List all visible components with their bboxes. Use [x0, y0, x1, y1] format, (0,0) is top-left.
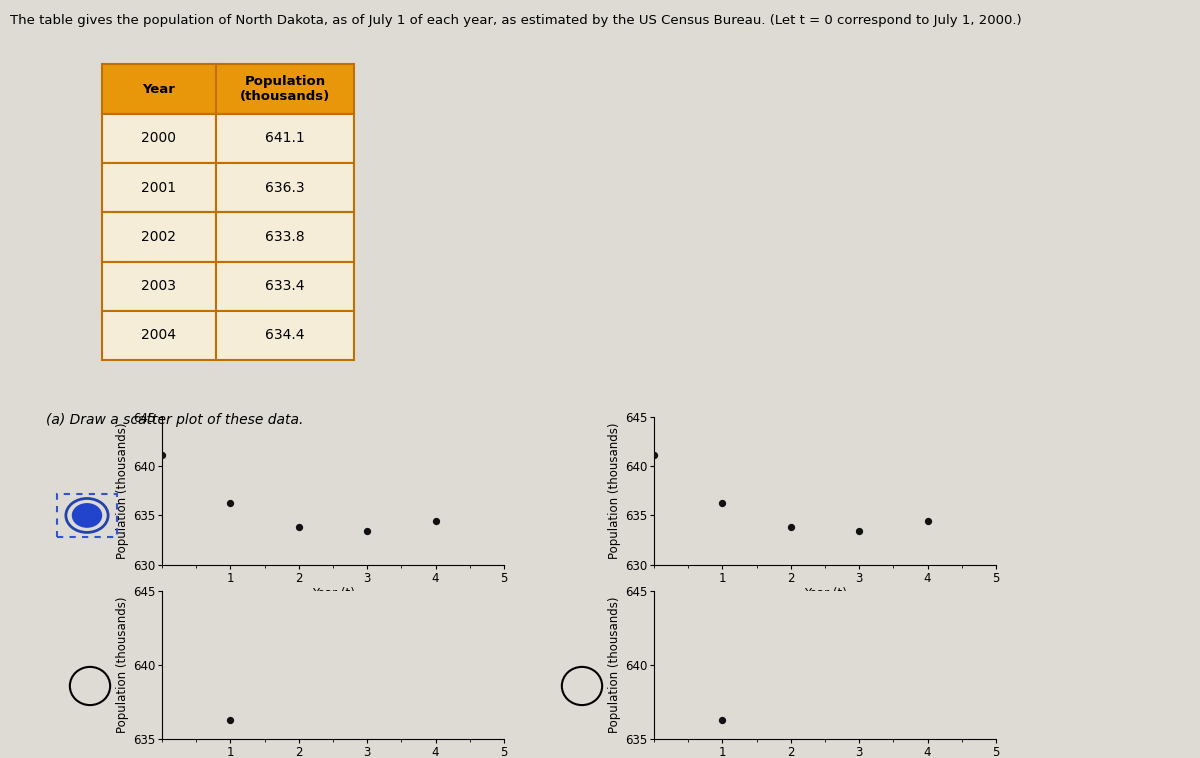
Text: Population
(thousands): Population (thousands)	[240, 75, 330, 103]
Point	[358, 525, 377, 537]
X-axis label: Year (t): Year (t)	[804, 587, 846, 600]
Circle shape	[72, 504, 102, 527]
Point	[781, 522, 800, 534]
Text: 2000: 2000	[142, 131, 176, 146]
Y-axis label: Population (thousands): Population (thousands)	[115, 597, 128, 734]
X-axis label: Year (t): Year (t)	[312, 587, 354, 600]
Text: 2004: 2004	[142, 328, 176, 343]
Point	[221, 714, 240, 726]
Text: The table gives the population of North Dakota, as of July 1 of each year, as es: The table gives the population of North …	[10, 14, 1021, 27]
Text: 633.8: 633.8	[265, 230, 305, 244]
Point	[426, 742, 445, 754]
Point	[918, 742, 937, 754]
Text: 633.4: 633.4	[265, 279, 305, 293]
Point	[289, 522, 308, 534]
Text: 634.4: 634.4	[265, 328, 305, 343]
Text: 641.1: 641.1	[265, 131, 305, 146]
Y-axis label: Population (thousands): Population (thousands)	[607, 422, 620, 559]
Point	[426, 515, 445, 528]
Point	[918, 515, 937, 528]
Text: 2003: 2003	[142, 279, 176, 293]
Text: 636.3: 636.3	[265, 180, 305, 195]
Y-axis label: Population (thousands): Population (thousands)	[607, 597, 620, 734]
Bar	[58, 494, 116, 537]
Text: Year: Year	[143, 83, 175, 96]
Point	[152, 449, 172, 462]
Point	[289, 750, 308, 758]
Point	[644, 449, 664, 462]
Text: 2002: 2002	[142, 230, 176, 244]
Point	[713, 496, 732, 509]
Point	[221, 496, 240, 509]
Y-axis label: Population (thousands): Population (thousands)	[115, 422, 128, 559]
Point	[713, 714, 732, 726]
Point	[850, 525, 869, 537]
Text: 2001: 2001	[142, 180, 176, 195]
Text: (a) Draw a scatter plot of these data.: (a) Draw a scatter plot of these data.	[46, 413, 302, 427]
Point	[358, 756, 377, 758]
Point	[781, 750, 800, 758]
Point	[850, 756, 869, 758]
